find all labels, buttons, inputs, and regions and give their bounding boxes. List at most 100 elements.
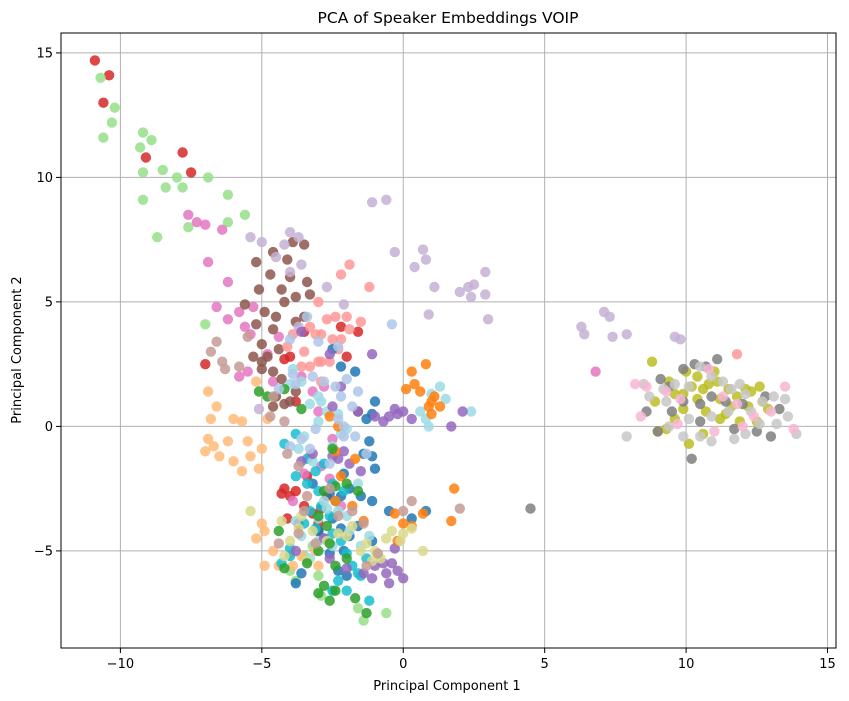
data-point [290,471,301,482]
data-point [389,403,400,415]
data-point [381,607,392,619]
data-point [768,391,779,402]
data-point [293,232,304,243]
data-point [369,396,381,407]
data-point [290,378,301,390]
series-19 [205,331,465,571]
data-point [590,366,601,377]
data-point [279,296,290,308]
data-point [449,483,460,494]
data-point [234,361,245,372]
data-point [293,528,304,539]
data-point [276,373,287,385]
data-point [417,244,429,255]
data-point [256,236,267,248]
data-point [335,391,347,402]
data-point [279,416,290,427]
data-point [301,276,313,288]
data-point [267,391,279,402]
data-point [321,503,333,514]
data-point [686,453,697,464]
data-point [726,383,737,395]
data-point [191,217,202,228]
data-point [420,254,432,265]
data-point [313,510,324,522]
data-point [217,224,228,235]
data-point [347,401,358,412]
series-18 [273,311,398,469]
y-tick-label: 5 [45,295,53,310]
data-point [398,573,409,584]
data-point [270,251,282,263]
data-point [202,386,214,397]
data-point [157,164,168,176]
data-point [152,232,163,243]
data-point [663,421,675,432]
data-point [350,431,361,442]
data-point [398,505,409,517]
data-point [341,530,352,542]
data-point [335,471,347,482]
data-point [717,391,729,402]
data-point [301,478,313,489]
data-point [200,219,211,230]
data-point [316,356,327,367]
data-point [695,398,706,410]
data-point [333,575,344,586]
chart-title: PCA of Speaker Embeddings VOIP [318,9,579,27]
data-point [347,505,358,517]
data-point [211,301,222,313]
data-point [267,366,279,377]
data-point [211,336,222,347]
data-point [695,431,706,442]
data-point [296,433,307,445]
data-point [352,326,364,337]
data-point [350,453,361,464]
data-point [341,585,352,596]
data-point [395,535,406,547]
data-point [352,485,364,497]
data-point [307,525,318,537]
data-point [256,363,267,375]
data-point [782,411,794,422]
data-point [338,421,349,432]
data-point [200,359,211,370]
data-point [321,314,333,325]
data-point [381,568,392,579]
data-point [200,319,211,330]
data-point [270,311,282,322]
data-point [279,398,290,410]
data-point [171,172,183,183]
data-point [695,416,706,427]
data-point [98,132,109,143]
data-point [290,386,301,397]
data-point [434,401,446,412]
data-point [429,281,440,293]
data-point [406,495,417,507]
data-point [310,423,321,435]
y-tick-label: −5 [34,544,53,559]
data-point [423,421,434,432]
series-5 [282,259,743,387]
data-point [313,588,324,599]
data-point [372,548,383,559]
data-point [245,505,256,517]
data-point [310,538,321,549]
data-point [242,331,253,342]
data-point [282,448,293,459]
data-point [251,256,262,268]
data-point [666,406,678,417]
data-point [236,416,248,427]
data-point [335,321,347,332]
data-point [185,167,197,178]
data-point [406,413,417,425]
data-point [352,478,364,489]
data-point [678,431,689,442]
data-point [299,239,310,250]
x-tick-label: 10 [678,657,695,672]
data-point [729,423,740,435]
data-point [350,593,361,604]
data-point [242,366,253,377]
data-point [406,523,417,534]
data-point [415,386,426,397]
